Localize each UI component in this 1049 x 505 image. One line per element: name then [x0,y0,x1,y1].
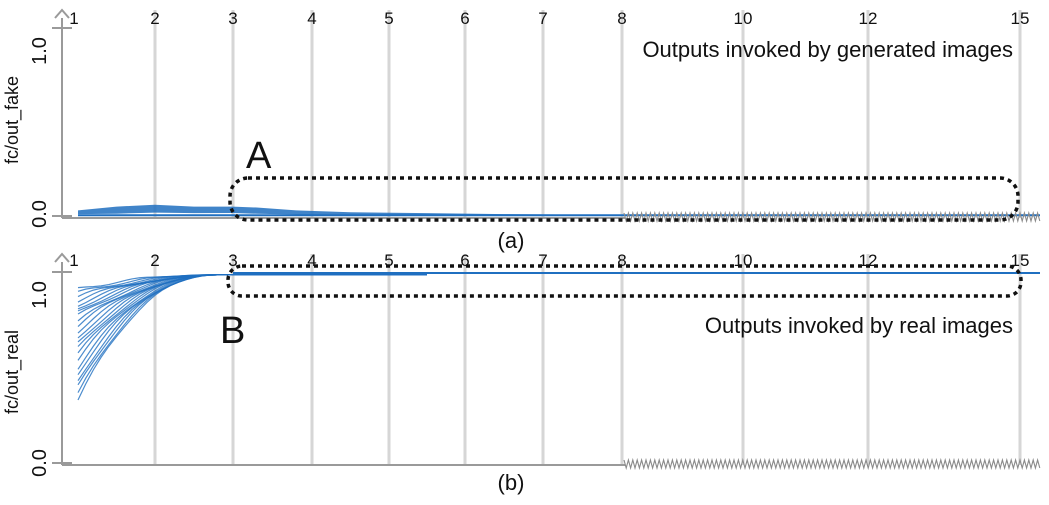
caption-b: (b) [498,470,525,495]
highlight-box-a [228,176,1020,222]
noise-b [623,457,1041,471]
x-tick-label: 15 [1011,9,1030,28]
x-tick-label: 12 [859,9,878,28]
x-tick-label: 8 [617,9,626,28]
x-tick-label: 7 [538,251,547,270]
region-label-b: B [220,310,245,352]
annotation-a: Outputs invoked by generated images [642,37,1013,62]
grid-a [153,10,1022,218]
x-tick-label: 6 [460,251,469,270]
panel-b: 1 2 3 4 5 6 7 8 10 12 15 1.0 0.0 fc/out_real B Out… [2,251,1041,495]
series-band [78,204,1020,216]
series-line [77,274,427,289]
caption-a: (a) [498,228,525,253]
noise-a [623,210,1041,224]
series-a [78,204,1040,217]
top-tick-labels-a: 1 2 3 4 5 6 7 8 10 12 15 [69,9,1029,28]
y-axis-title-b: fc/out_real [2,330,23,414]
y-axis-arrow-b [54,252,70,263]
y-tick-label-top-b: 1.0 [29,281,51,309]
x-tick-label: 4 [307,9,316,28]
x-tick-label: 2 [150,251,159,270]
y-axis-arrow-a [54,8,70,19]
x-tick-label: 5 [384,9,393,28]
x-tick-label: 4 [307,251,316,270]
x-tick-label: 5 [384,251,393,270]
annotation-b: Outputs invoked by real images [705,313,1013,338]
region-label-a: A [246,135,272,177]
baseline-noise [623,457,1041,471]
y-axis-title-a: fc/out_fake [2,76,23,164]
x-tick-label: 7 [538,9,547,28]
x-tick-label: 8 [617,251,626,270]
y-tick-label-top-a: 1.0 [29,37,51,65]
y-tick-label-bottom-b: 0.0 [29,449,51,477]
panel-a: 1 2 3 4 5 6 7 8 10 12 15 1.0 0.0 fc/out_fake A Out… [2,8,1041,253]
grid-b [153,254,1022,465]
series-line [77,274,427,386]
x-tick-label: 12 [859,251,878,270]
x-tick-label: 15 [1011,251,1030,270]
x-tick-label: 10 [734,9,753,28]
highlight-box-b [226,264,1023,298]
x-tick-label: 6 [460,9,469,28]
series-line [77,274,427,381]
y-tick-label-bottom-a: 0.0 [29,200,51,228]
x-tick-label: 3 [228,251,237,270]
x-tick-label: 1 [69,9,78,28]
series-b [77,271,1040,401]
x-tick-label: 2 [150,9,159,28]
x-tick-label: 3 [228,9,237,28]
baseline-noise [623,210,1041,224]
x-tick-label: 1 [69,251,78,270]
